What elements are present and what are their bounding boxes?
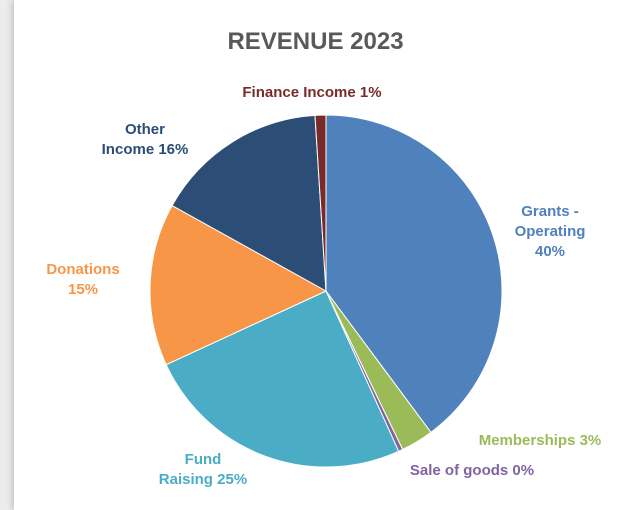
pie-slice <box>325 114 503 434</box>
value-label: 40% <box>534 243 566 260</box>
category-label: Sale of goods <box>409 462 509 479</box>
pie-slice <box>149 204 328 366</box>
category-label: Memberships <box>478 432 576 449</box>
category-label: Grants - Operating <box>514 203 586 240</box>
category-label: Other Income <box>101 121 165 158</box>
pie-slice <box>171 114 327 292</box>
category-label: Fund Raising <box>158 451 222 488</box>
pie-label: Donations 15% <box>38 260 128 300</box>
pie-label: Other Income 16% <box>100 120 190 160</box>
pie-label: Grants - Operating 40% <box>505 202 595 262</box>
value-label: 1% <box>359 84 382 101</box>
value-label: 3% <box>579 432 602 449</box>
pie-slice <box>165 290 400 468</box>
value-label: 25% <box>217 471 248 488</box>
pie-label: Sale of goods 0% <box>392 461 552 481</box>
value-label: 16% <box>158 141 189 158</box>
pie-slice <box>314 114 327 292</box>
pie-label: Memberships 3% <box>460 431 620 451</box>
chart-title: REVENUE 2023 <box>227 28 404 55</box>
pie-label: Fund Raising 25% <box>157 450 249 490</box>
category-label: Donations <box>46 261 120 278</box>
value-label: 0% <box>512 462 535 479</box>
pie-label: Finance Income 1% <box>212 83 412 103</box>
category-label: Finance Income <box>242 84 356 101</box>
value-label: 15% <box>67 281 99 298</box>
